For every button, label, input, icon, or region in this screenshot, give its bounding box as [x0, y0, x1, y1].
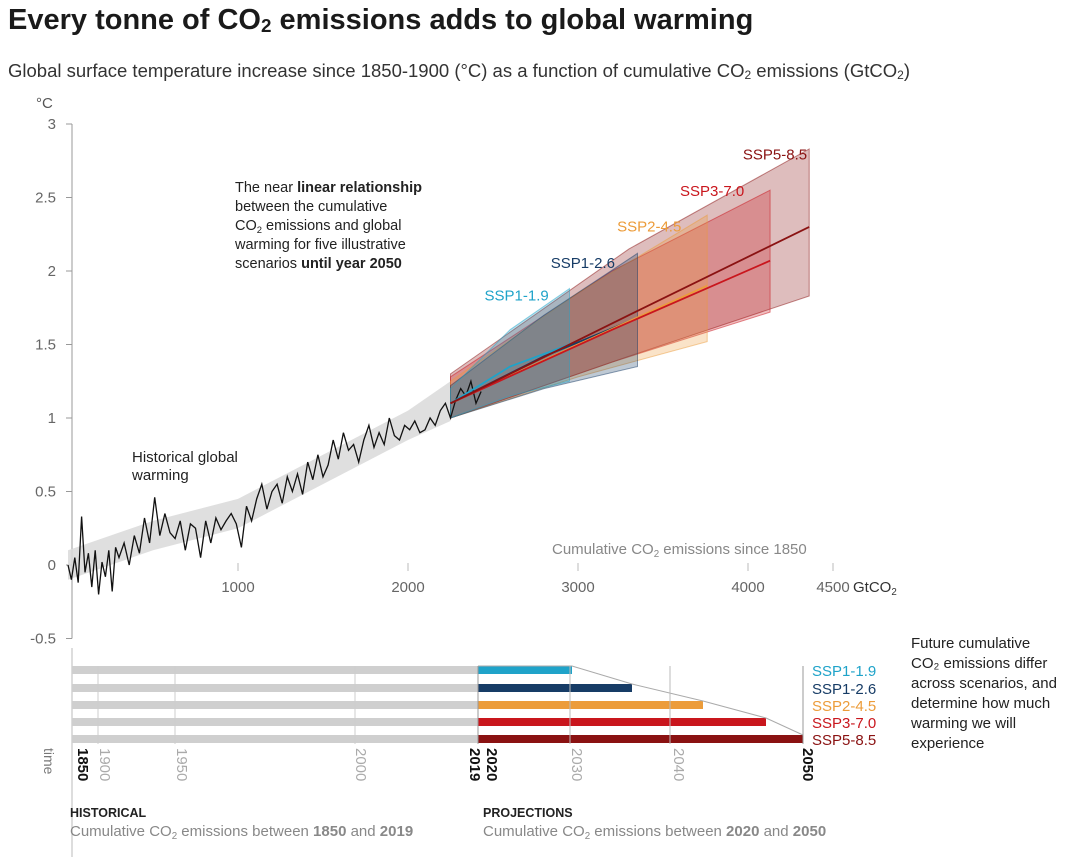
- series-label-ssp3-7.0: SSP3-7.0: [680, 183, 744, 200]
- bar-label-ssp3-7.0: SSP3-7.0: [812, 715, 876, 732]
- side-note-line: determine how much: [911, 695, 1050, 712]
- chart-title: Every tonne of CO2 emissions adds to glo…: [8, 4, 754, 36]
- uncertainty-bands: [68, 148, 810, 580]
- series-label-ssp5-8.5: SSP5-8.5: [743, 146, 807, 163]
- historical-bar: [72, 684, 478, 692]
- series-label-ssp2-4.5: SSP2-4.5: [617, 218, 681, 235]
- y-axis-unit: °C: [36, 95, 53, 112]
- projection-connector: [478, 665, 804, 736]
- series-label-ssp1-2.6: SSP1-2.6: [551, 255, 615, 272]
- annotation-text: scenarios until year 2050: [235, 256, 402, 272]
- side-note-line: Future cumulative: [911, 635, 1030, 652]
- bar-label-ssp2-4.5: SSP2-4.5: [812, 698, 876, 715]
- bar-label-ssp1-2.6: SSP1-2.6: [812, 681, 876, 698]
- series-label-ssp1-1.9: SSP1-1.9: [485, 287, 549, 304]
- projection-bar-ssp1-2.6: [478, 684, 632, 692]
- projection-bar-ssp3-7.0: [478, 718, 766, 726]
- historical-label: warming: [131, 467, 189, 484]
- annotation-text: warming for five illustrative: [234, 237, 406, 253]
- cumulative-bars: SSP1-1.9SSP1-2.6SSP2-4.5SSP3-7.0SSP5-8.5…: [41, 635, 1057, 857]
- x-tick-label: 4500: [816, 579, 849, 596]
- line-ssp3-7.0: [450, 259, 771, 405]
- line-ssp1-1.9: [450, 343, 570, 405]
- projection-bar-ssp5-8.5: [478, 735, 803, 743]
- side-note-line: across scenarios, and: [911, 675, 1057, 692]
- y-tick-label: 1: [48, 410, 56, 427]
- timeline-year-label: 2020: [483, 748, 500, 781]
- y-tick-label: 0.5: [35, 484, 56, 501]
- historical-label: Historical global: [132, 449, 238, 466]
- timeline-year-label: 1950: [173, 748, 190, 781]
- side-note-line: CO₂ emissions differ: [911, 655, 1047, 672]
- y-tick-label: 2: [48, 263, 56, 280]
- historical-bar: [72, 718, 478, 726]
- axes-group: 3 2.5 2 1.5 1 0.5 0 -0.5 °C 1000 2000 3000 4000 4500 G…: [30, 95, 897, 648]
- annotation-text: The near linear relationship: [235, 180, 422, 196]
- annotation-text: between the cumulative: [235, 199, 387, 215]
- historical-heading: HISTORICAL: [70, 806, 147, 820]
- bar-label-ssp1-1.9: SSP1-1.9: [812, 663, 876, 680]
- timeline-year-label: 2040: [670, 748, 687, 781]
- projection-bar-ssp1-1.9: [478, 666, 572, 674]
- y-tick-label: -0.5: [30, 631, 56, 648]
- timeline-year-label: 2019: [466, 748, 483, 781]
- projection-bar-ssp2-4.5: [478, 701, 703, 709]
- historical-warming-line: [67, 378, 482, 595]
- line-ssp5-8.5: [450, 226, 810, 405]
- projections-heading: PROJECTIONS: [483, 806, 573, 820]
- historical-bar: [72, 701, 478, 709]
- timeline-time-label: time: [41, 748, 57, 775]
- timeline-year-label: 2050: [799, 748, 816, 781]
- timeline-year-label: 1900: [96, 748, 113, 781]
- timeline-year-label: 2030: [568, 748, 585, 781]
- timeline-year-label: 2000: [352, 748, 369, 781]
- historical-bar: [72, 735, 478, 743]
- y-tick-label: 2.5: [35, 190, 56, 207]
- projections-caption: Cumulative CO2 emissions between 2020 an…: [483, 823, 826, 842]
- bar-label-ssp5-8.5: SSP5-8.5: [812, 732, 876, 749]
- y-tick-label: 1.5: [35, 337, 56, 354]
- side-note-line: experience: [911, 735, 984, 752]
- x-tick-label: 3000: [561, 579, 594, 596]
- x-axis-caption: Cumulative CO2 emissions since 1850: [552, 541, 807, 560]
- historical-uncertainty-band: [68, 381, 451, 580]
- chart-subtitle: Global surface temperature increase sinc…: [8, 60, 910, 82]
- x-axis-unit: GtCO2: [853, 579, 897, 598]
- timeline-year-label: 1850: [74, 748, 91, 781]
- historical-bar: [72, 666, 478, 674]
- x-tick-label: 2000: [391, 579, 424, 596]
- series-lines: [67, 226, 810, 595]
- side-note-line: warming we will: [910, 715, 1016, 732]
- historical-caption: Cumulative CO2 emissions between 1850 an…: [70, 823, 413, 842]
- y-tick-label: 3: [48, 116, 56, 133]
- y-tick-label: 0: [48, 557, 56, 574]
- x-tick-label: 4000: [731, 579, 764, 596]
- x-tick-label: 1000: [221, 579, 254, 596]
- annotation-text: CO2 emissions and global: [235, 218, 401, 235]
